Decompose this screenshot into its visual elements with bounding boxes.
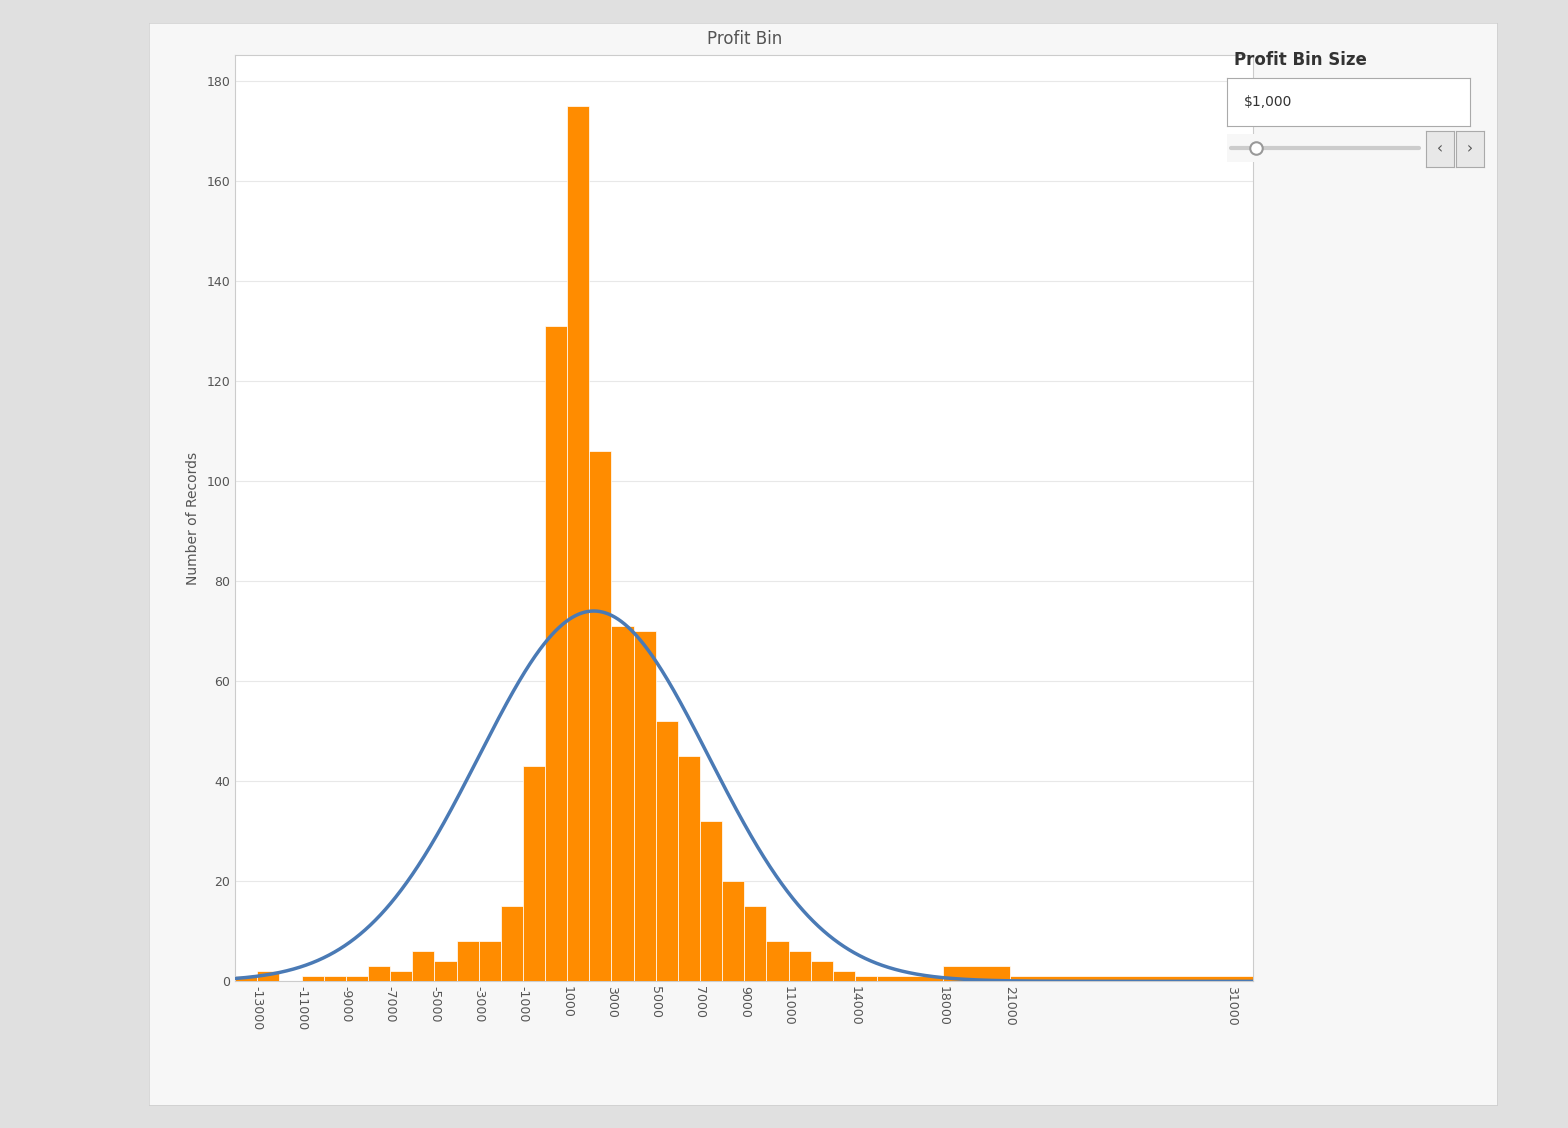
Text: $1,000: $1,000: [1243, 95, 1292, 109]
Bar: [655, 721, 677, 981]
Bar: [257, 971, 279, 981]
Bar: [723, 881, 745, 981]
Bar: [855, 977, 877, 981]
Bar: [745, 906, 767, 981]
Title: Profit Bin: Profit Bin: [707, 30, 782, 49]
Bar: [633, 631, 655, 981]
Y-axis label: Number of Records: Number of Records: [185, 452, 199, 585]
Text: ›: ›: [1466, 141, 1472, 157]
Bar: [323, 977, 347, 981]
Text: ‹: ‹: [1436, 141, 1443, 157]
Bar: [347, 977, 368, 981]
Bar: [789, 951, 811, 981]
Bar: [568, 106, 590, 981]
Text: Profit Bin Size: Profit Bin Size: [1234, 51, 1367, 69]
Bar: [877, 977, 944, 981]
Bar: [811, 961, 833, 981]
Bar: [456, 942, 478, 981]
Bar: [368, 967, 390, 981]
Bar: [301, 977, 323, 981]
Bar: [412, 951, 434, 981]
Bar: [590, 451, 612, 981]
Bar: [767, 942, 789, 981]
Bar: [944, 967, 1010, 981]
Bar: [478, 942, 500, 981]
Bar: [434, 961, 456, 981]
Bar: [833, 971, 855, 981]
Bar: [546, 326, 568, 981]
Bar: [500, 906, 522, 981]
Bar: [699, 821, 723, 981]
Bar: [1010, 977, 1253, 981]
Bar: [677, 756, 699, 981]
Bar: [235, 977, 257, 981]
Bar: [522, 766, 546, 981]
Bar: [612, 626, 633, 981]
Bar: [390, 971, 412, 981]
